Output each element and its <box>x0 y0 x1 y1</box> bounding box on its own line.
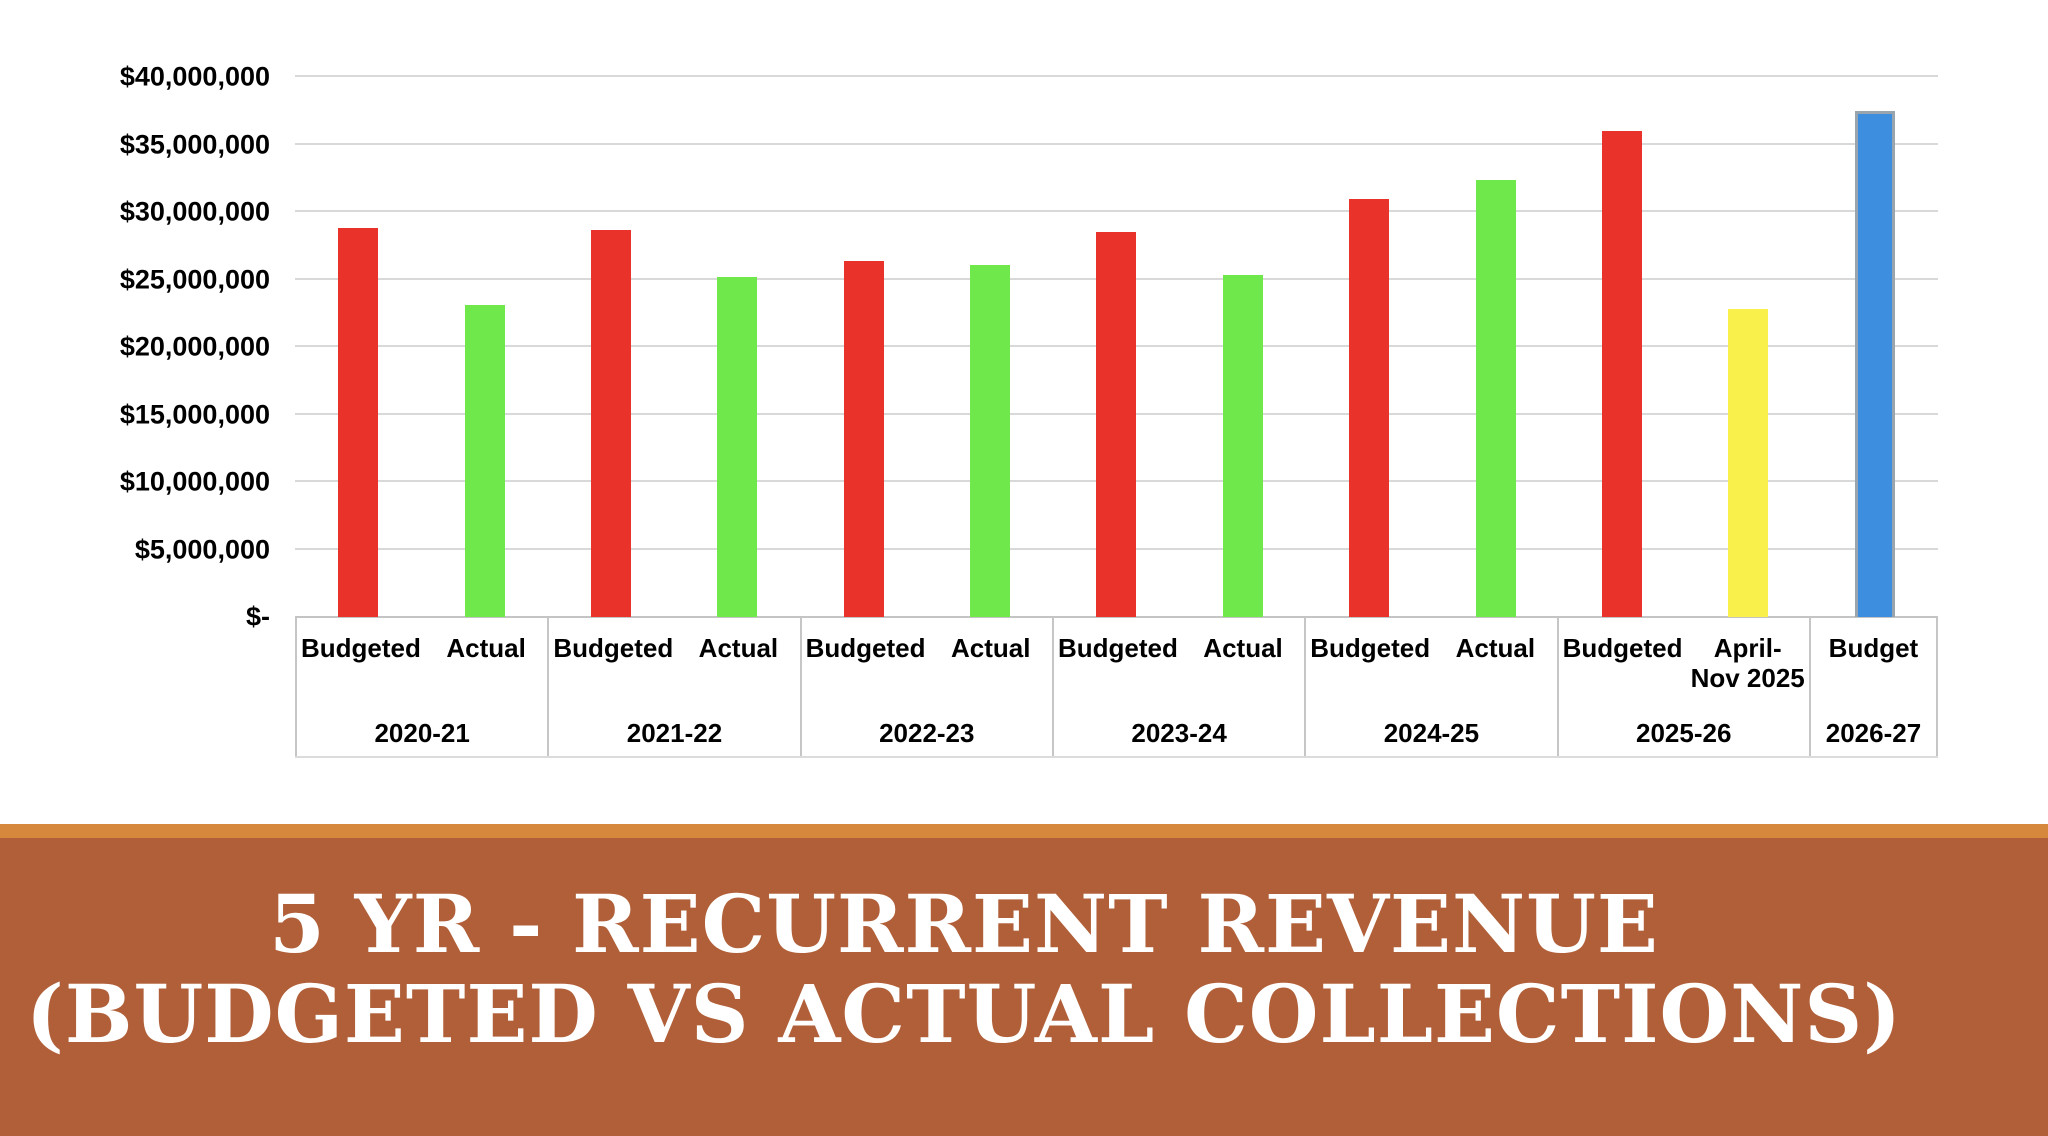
bar-group <box>548 77 801 617</box>
bar-actual-2023-24 <box>1222 275 1263 617</box>
x-tier-row: Budgeted Actual <box>802 617 1052 664</box>
bar-budgeted-2021-22 <box>590 229 631 617</box>
title-banner: 5 YR - RECURRENT REVENUE (BUDGETED VS AC… <box>0 838 2048 1136</box>
x-group: Budgeted Actual 2020-21 <box>295 617 547 756</box>
bar-group <box>1812 77 1938 617</box>
bar-budgeted-2020-21 <box>338 228 379 617</box>
x-tier-row: Budgeted Actual <box>1306 617 1556 664</box>
bar-slot <box>1180 77 1306 617</box>
bar-label: Budgeted <box>1310 633 1431 663</box>
year-label: 2020-21 <box>374 718 470 748</box>
bar-slot <box>927 77 1053 617</box>
bar-slot <box>295 77 421 617</box>
chart-title-line1: 5 YR - RECURRENT REVENUE <box>269 876 1659 971</box>
plot-area <box>295 75 1938 618</box>
bar-slot <box>1053 77 1179 617</box>
x-group: Budget 2026-27 <box>1808 617 1939 756</box>
y-tick-label: $25,000,000 <box>119 264 270 294</box>
bar-budgeted-2022-23 <box>843 260 884 617</box>
bar-budgeted-2023-24 <box>1096 232 1137 617</box>
y-tick-label: $40,000,000 <box>119 61 270 92</box>
year-label: 2022-23 <box>879 718 975 748</box>
bar-slot <box>1559 77 1685 617</box>
bar-slot <box>1812 77 1938 617</box>
bar-slot <box>801 77 927 617</box>
bar-group <box>801 77 1054 617</box>
bar-label: April-Nov 2025 <box>1690 633 1805 693</box>
year-label: 2021-22 <box>626 718 723 748</box>
x-tier-row: Budgeted Actual <box>297 617 547 664</box>
bar-slot <box>1685 77 1811 617</box>
year-label: 2023-24 <box>1131 718 1227 748</box>
x-tier-row: Budgeted April-Nov 2025 <box>1559 617 1809 694</box>
bar-label: Budgeted <box>805 633 926 663</box>
bar-label: Actual <box>950 633 1031 663</box>
y-tick-label: $35,000,000 <box>119 129 270 159</box>
gridline <box>295 142 1938 145</box>
bar-actual-2024-25 <box>1475 179 1516 617</box>
x-axis-line <box>295 616 1938 618</box>
bar-label: Budgeted <box>301 633 421 663</box>
bar-slot <box>674 77 800 617</box>
bar-label: Actual <box>1203 633 1283 663</box>
bar-actual-2021-22 <box>717 276 758 617</box>
y-tick-label: $10,000,000 <box>119 466 270 497</box>
x-group: Budgeted Actual 2024-25 <box>1304 617 1556 756</box>
year-label: 2025-26 <box>1636 718 1732 748</box>
y-axis: $40,000,000 $35,000,000 $30,000,000 $25,000… <box>0 62 270 632</box>
bar-label: Actual <box>698 633 779 663</box>
bar-budgeted-2025-26 <box>1602 131 1643 617</box>
bar-slot <box>421 77 547 617</box>
bars-row <box>295 77 1938 617</box>
bar-slot <box>1306 77 1432 617</box>
x-group: Budgeted Actual 2023-24 <box>1051 617 1304 756</box>
bar-actual-2020-21 <box>464 305 505 617</box>
bar-group <box>1559 77 1812 617</box>
x-tier-row: Budgeted Actual <box>1054 617 1304 664</box>
bar-label: Budgeted <box>1562 633 1683 663</box>
year-label: 2026-27 <box>1825 718 1922 748</box>
bar-slot <box>548 77 674 617</box>
x-group: Budgeted April-Nov 2025 2025-26 <box>1556 617 1809 756</box>
bar-group <box>1306 77 1559 617</box>
y-tick-label: $5,000,000 <box>134 534 270 564</box>
x-tier-row: Budget <box>1811 617 1936 664</box>
bar-budget-2026-27 <box>1854 110 1895 617</box>
year-label: 2024-25 <box>1383 718 1480 748</box>
bar-april-nov-2025-2025-26 <box>1728 309 1769 617</box>
bar-group <box>1053 77 1306 617</box>
gridline <box>295 210 1938 212</box>
bar-group <box>295 77 548 617</box>
y-tick-label: $30,000,000 <box>119 196 270 227</box>
x-group: Budgeted Actual 2021-22 <box>547 617 799 756</box>
x-group: Budgeted Actual 2022-23 <box>799 617 1052 756</box>
bar-label: Actual <box>446 633 526 663</box>
bar-label: Budgeted <box>1057 633 1178 663</box>
chart-title-line2: (BUDGETED VS ACTUAL COLLECTIONS) <box>26 967 1902 1061</box>
x-axis-labels: Budgeted Actual 2020-21 Budgeted Actual 2021-… <box>295 617 1939 758</box>
bar-actual-2022-23 <box>970 264 1011 617</box>
bar-label: Actual <box>1455 633 1536 663</box>
banner-stripe <box>0 824 2048 838</box>
gridline <box>295 75 1938 77</box>
y-tick-label: $15,000,000 <box>119 399 270 429</box>
chart-region: $40,000,000 $35,000,000 $30,000,000 $25,000… <box>0 61 1939 758</box>
bar-budgeted-2024-25 <box>1349 198 1390 617</box>
bar-slot <box>1432 77 1558 617</box>
x-tier-row: Budgeted Actual <box>549 617 799 664</box>
bar-label: Budget <box>1828 633 1919 663</box>
y-tick-label: $20,000,000 <box>119 331 270 362</box>
y-tick-label: $- <box>245 601 270 632</box>
bar-label: Budgeted <box>553 633 674 663</box>
